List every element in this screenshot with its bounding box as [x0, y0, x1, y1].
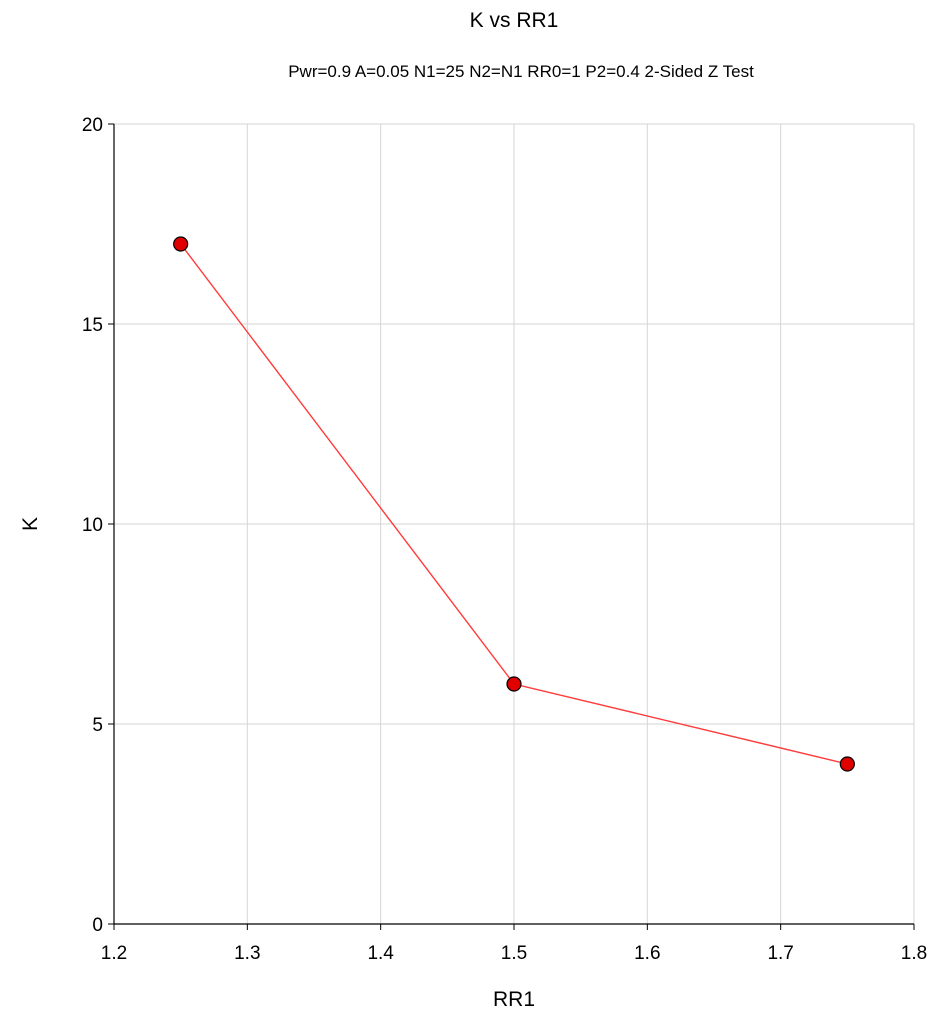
x-tick-label: 1.7 — [767, 943, 793, 964]
data-point — [839, 756, 855, 772]
x-tick-label: 1.6 — [634, 943, 660, 964]
series-k — [173, 236, 855, 772]
chart-subtitle: Pwr=0.9 A=0.05 N1=25 N2=N1 RR0=1 P2=0.4 … — [288, 62, 754, 81]
x-tick-label: 1.3 — [234, 943, 260, 964]
data-point — [173, 236, 189, 252]
y-tick-label: 0 — [92, 915, 103, 936]
y-axis-label: K — [19, 517, 42, 531]
y-tick-label: 5 — [92, 715, 103, 736]
tick-labels: 1.2 1.3 1.4 1.5 1.6 1.7 1.8 0 5 10 15 20 — [82, 115, 927, 964]
axes — [108, 123, 915, 930]
x-tick-label: 1.4 — [367, 943, 394, 964]
x-axis-label: RR1 — [493, 988, 535, 1011]
chart-title: K vs RR1 — [470, 9, 559, 32]
x-tick-label: 1.2 — [101, 943, 127, 964]
x-tick-label: 1.8 — [901, 943, 927, 964]
data-point — [506, 676, 522, 692]
y-tick-label: 15 — [82, 315, 103, 336]
x-tick-label: 1.5 — [501, 943, 527, 964]
y-tick-label: 20 — [82, 115, 103, 136]
grid — [113, 123, 915, 925]
y-tick-label: 10 — [82, 515, 103, 536]
